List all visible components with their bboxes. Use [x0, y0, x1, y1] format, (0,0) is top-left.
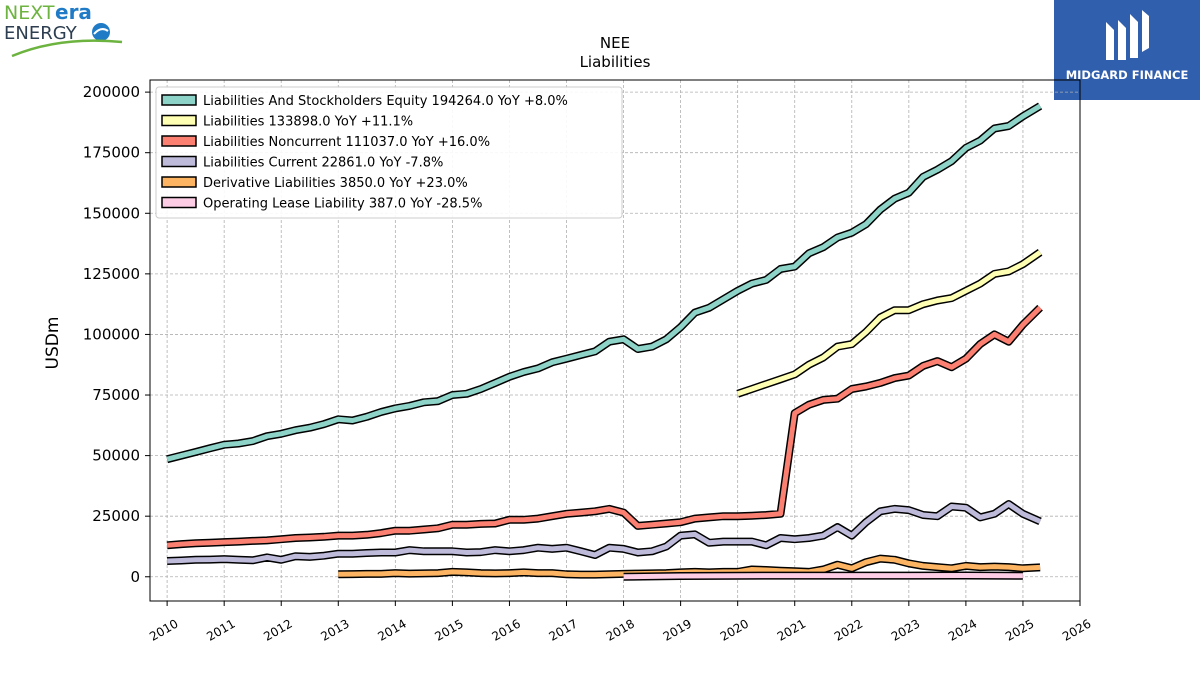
- nextera-energy-logo: NEXT era ENERGY: [0, 0, 130, 62]
- legend-entry: Liabilities And Stockholders Equity 1942…: [203, 94, 568, 109]
- legend-box: [155, 86, 623, 219]
- nextera-swirl-icon: [92, 23, 110, 41]
- x-tick-label: 2012: [261, 616, 294, 643]
- midgard-emblem-icon: [1106, 10, 1149, 60]
- nextera-logo-energy: ENERGY: [4, 23, 78, 44]
- legend-entry: Liabilities Current 22861.0 YoY -7.8%: [203, 156, 443, 171]
- y-axis-label: USDm: [43, 317, 63, 370]
- x-tick-label: 2010: [147, 616, 180, 643]
- nextera-logo-next: NEXT: [4, 2, 55, 24]
- x-tick-label: 2013: [318, 616, 351, 643]
- nextera-arc-icon: [11, 39, 123, 58]
- x-tick-label: 2017: [547, 616, 580, 643]
- legend-swatch: [161, 114, 197, 127]
- midgard-brand-text: MIDGARD FINANCE: [1065, 68, 1189, 82]
- y-tick-label: 75000: [92, 386, 140, 404]
- chart-title: NEE: [600, 34, 630, 52]
- x-tick-label: 2011: [204, 616, 237, 643]
- legend-entry: Derivative Liabilities 3850.0 YoY +23.0%: [203, 176, 468, 191]
- x-tick-label: 2021: [775, 616, 808, 643]
- series-line: [623, 573, 1023, 580]
- x-tick-label: 2014: [375, 616, 408, 643]
- series-line: [736, 250, 1042, 397]
- legend-entry: Operating Lease Liability 387.0 YoY -28.…: [203, 197, 482, 212]
- legend-swatch: [161, 176, 197, 188]
- y-tick-label: 200000: [83, 83, 140, 101]
- x-tick-label: 2020: [718, 616, 751, 643]
- y-tick-label: 125000: [83, 265, 140, 283]
- chart-subtitle: Liabilities: [580, 53, 651, 71]
- y-tick-label: 175000: [83, 144, 140, 162]
- x-tick-label: 2024: [946, 616, 979, 643]
- x-tick-label: 2015: [432, 616, 465, 643]
- midgard-finance-logo: MIDGARD FINANCE: [1054, 0, 1200, 100]
- legend-swatch: [161, 196, 197, 209]
- x-tick-label: 2025: [1003, 616, 1036, 643]
- y-tick-label: 25000: [92, 507, 140, 525]
- plot-frame: [149, 79, 1081, 602]
- nextera-logo-era: era: [55, 0, 92, 24]
- x-tick-label: 2022: [832, 616, 865, 643]
- series-line: [167, 501, 1042, 564]
- y-tick-label: 50000: [92, 447, 140, 465]
- y-tick-label: 150000: [83, 204, 140, 222]
- legend-swatch: [161, 135, 197, 147]
- x-tick-label: 2018: [604, 616, 637, 643]
- series-line: [166, 103, 1042, 462]
- chart-legend: Liabilities And Stockholders Equity 1942…: [155, 86, 623, 219]
- x-tick-label: 2026: [1060, 616, 1093, 643]
- x-tick-label: 2019: [661, 616, 694, 643]
- x-tick-label: 2023: [889, 616, 922, 643]
- y-tick-label: 0: [130, 568, 140, 586]
- legend-swatch: [161, 155, 197, 168]
- series-line: [166, 305, 1042, 548]
- legend-swatch: [161, 94, 197, 106]
- legend-entry: Liabilities Noncurrent 111037.0 YoY +16.…: [203, 135, 490, 150]
- legend-entry: Liabilities 133898.0 YoY +11.1%: [203, 115, 413, 130]
- x-tick-label: 2016: [489, 616, 522, 643]
- y-tick-label: 100000: [83, 325, 140, 343]
